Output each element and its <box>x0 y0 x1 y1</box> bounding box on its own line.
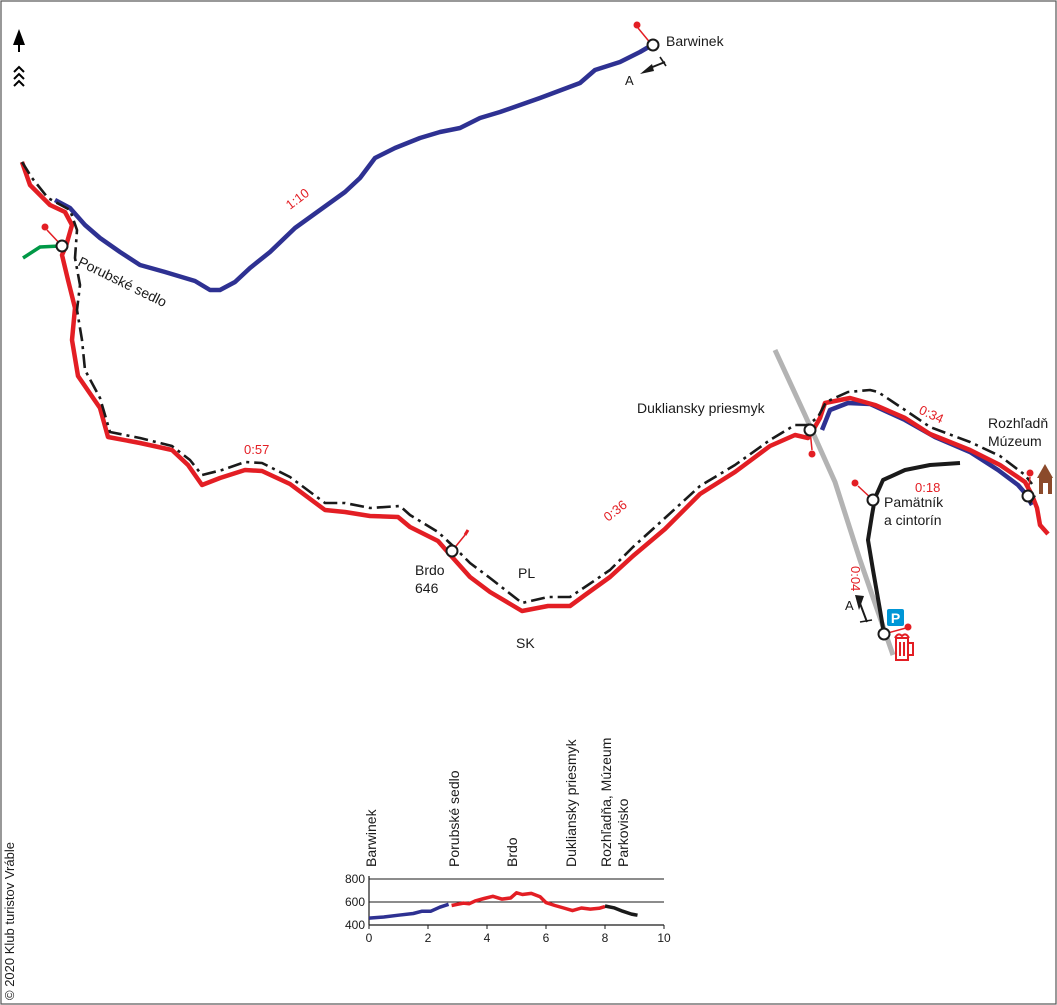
profile-y-tick-label: 800 <box>345 872 365 886</box>
profile-label-parkovisko: Parkovisko <box>615 798 631 867</box>
profile-x-tick-label: 2 <box>425 931 432 945</box>
profile-label-dukliansky: Dukliansky priesmyk <box>563 738 579 867</box>
waypoint-parkovisko[interactable] <box>877 627 891 641</box>
profile-y-tick-label: 600 <box>345 895 365 909</box>
label-brdo-line2: 646 <box>415 580 439 596</box>
black-trail <box>866 461 961 635</box>
waypoint-barwinek[interactable] <box>646 38 660 52</box>
time-red-mid: 0:36 <box>601 497 630 524</box>
label-pamatnik-line2: a cintorín <box>884 512 942 528</box>
profile-label-rozhladna: Rozhľadňa, Múzeum <box>598 738 614 867</box>
profile-y-tick-label: 400 <box>345 918 365 932</box>
profile-label-brdo: Brdo <box>504 837 520 867</box>
waypoint-porubske-sedlo[interactable] <box>55 239 69 253</box>
lookout-tower-icon <box>1037 464 1053 494</box>
crossing-arrow-icon <box>855 595 873 623</box>
profile-x-tick-label: 4 <box>484 931 491 945</box>
label-brdo-line1: Brdo <box>415 562 445 578</box>
label-rozhladna-line2: Múzeum <box>988 433 1042 449</box>
crossing-arrow-icon <box>640 56 667 74</box>
profile-series-1 <box>451 891 606 913</box>
label-country-pl: PL <box>518 565 535 581</box>
time-red-west: 0:57 <box>244 442 269 457</box>
profile-x-tick-label: 10 <box>657 931 671 945</box>
north-arrow-icon <box>13 29 25 87</box>
label-rozhladna-line1: Rozhľadň <box>988 415 1048 431</box>
label-pamatnik-line1: Pamätník <box>884 494 944 510</box>
label-country-sk: SK <box>516 635 535 651</box>
profile-series-2 <box>604 904 638 917</box>
parking-icon: P <box>887 609 904 626</box>
profile-x-tick-label: 8 <box>602 931 609 945</box>
profile-series-0 <box>368 902 450 920</box>
copyright: © 2020 Klub turistov Vráble <box>2 842 17 1000</box>
label-porubske-sedlo: Porubské sedlo <box>76 253 170 310</box>
profile-x-tick-label: 6 <box>543 931 550 945</box>
elevation-profile: 0 2 4 6 8 10 800 600 400 Barwinek Porubské sedlo… <box>345 738 671 945</box>
profile-x-tick-label: 0 <box>366 931 373 945</box>
blue-trail <box>53 43 654 293</box>
restaurant-icon <box>894 633 914 661</box>
red-trail <box>19 161 1050 614</box>
label-dukliansky-priesmyk: Dukliansky priesmyk <box>637 400 766 416</box>
road-line <box>772 348 896 656</box>
waypoint-rozhladna[interactable] <box>1021 489 1035 503</box>
time-black-south: 0:04 <box>848 566 863 591</box>
waypoint-pamatnik[interactable] <box>866 493 880 507</box>
crossing-label-bottom: A <box>845 598 854 613</box>
time-black-north: 0:18 <box>915 480 940 495</box>
waypoint-brdo[interactable] <box>445 544 459 558</box>
svg-text:P: P <box>891 610 900 626</box>
time-red-east: 0:34 <box>917 402 946 426</box>
profile-label-porubske-sedlo: Porubské sedlo <box>446 770 462 867</box>
time-blue: 1:10 <box>283 185 312 212</box>
profile-label-barwinek: Barwinek <box>363 808 379 867</box>
green-trail <box>22 244 61 260</box>
label-barwinek: Barwinek <box>666 33 725 49</box>
crossing-label-top: A <box>625 73 634 88</box>
state-border <box>20 161 1034 605</box>
waypoint-dukliansky-priesmyk[interactable] <box>803 423 817 437</box>
